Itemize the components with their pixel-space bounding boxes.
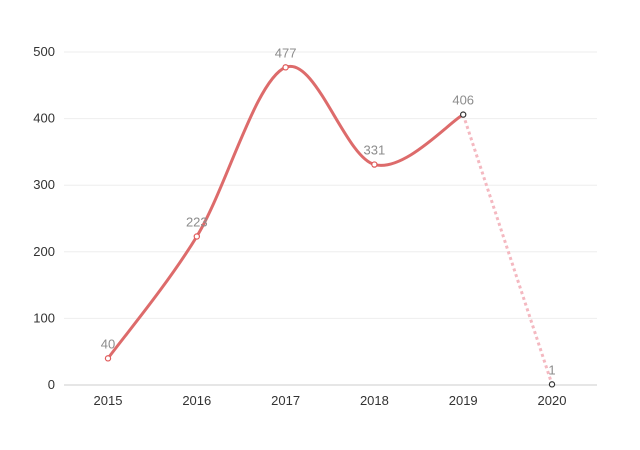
y-tick-label: 200: [33, 244, 55, 259]
grid: [64, 51, 597, 386]
x-tick-label: 2017: [271, 393, 300, 408]
data-label: 331: [364, 143, 386, 158]
y-axis-tick-labels: 0 100 200 300 400 500: [33, 44, 55, 392]
series-line-solid: [106, 64, 465, 360]
series-line-dashed: [461, 114, 554, 385]
data-point[interactable]: [104, 355, 112, 362]
y-tick-label: 400: [33, 111, 55, 126]
y-tick-label: 500: [33, 44, 55, 59]
data-label: 1: [548, 362, 555, 377]
data-points: [104, 64, 556, 388]
data-point[interactable]: [371, 161, 378, 168]
x-tick-label: 2019: [449, 393, 478, 408]
data-label: 477: [275, 45, 297, 60]
y-tick-label: 0: [48, 377, 55, 392]
x-tick-label: 2020: [538, 393, 567, 408]
x-tick-label: 2016: [182, 393, 211, 408]
data-label: 406: [452, 93, 474, 108]
x-axis-tick-labels: 2015 2016 2017 2018 2019 2020: [94, 393, 567, 408]
y-tick-label: 100: [33, 310, 55, 325]
data-label: 40: [101, 336, 115, 351]
data-label: 223: [186, 214, 208, 229]
data-point[interactable]: [282, 64, 289, 71]
series-line: [106, 64, 554, 385]
x-tick-label: 2018: [360, 393, 389, 408]
data-point[interactable]: [460, 111, 467, 118]
data-point[interactable]: [193, 233, 200, 240]
data-point[interactable]: [548, 381, 556, 388]
x-tick-label: 2015: [94, 393, 123, 408]
y-tick-label: 300: [33, 177, 55, 192]
data-labels: 40 223 477 331 406 1: [101, 45, 556, 377]
